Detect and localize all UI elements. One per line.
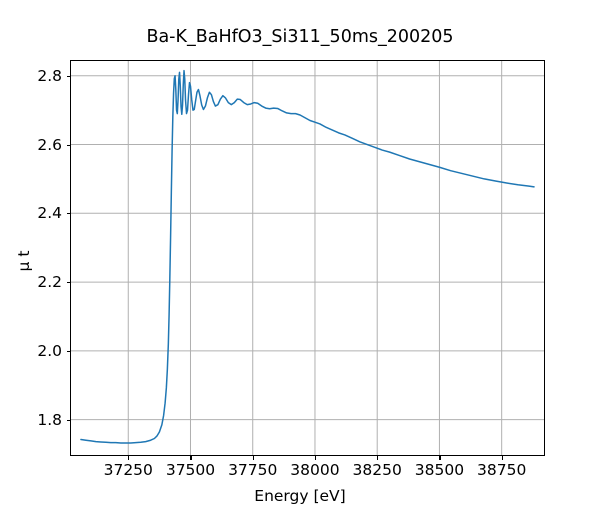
- y-tick-label: 2.0: [37, 341, 62, 360]
- x-tick-label: 38500: [414, 461, 465, 479]
- y-tick-label: 2.2: [37, 273, 62, 292]
- x-tick-mark: [190, 456, 192, 460]
- data-line: [80, 69, 535, 444]
- y-tick-label: 2.6: [37, 135, 62, 154]
- x-tick-label: 37500: [165, 461, 216, 479]
- x-tick-mark: [439, 456, 441, 460]
- x-tick-label: 37750: [228, 461, 278, 479]
- plot-area: [70, 60, 545, 456]
- x-tick-mark: [377, 456, 379, 460]
- y-tick-mark: [66, 350, 70, 352]
- x-tick-mark: [128, 456, 130, 460]
- data-series-group: [80, 69, 535, 444]
- x-tick-label: 38000: [290, 461, 340, 479]
- x-tick-label: 38750: [477, 461, 527, 479]
- y-tick-mark: [66, 144, 70, 146]
- x-axis-label: Energy [eV]: [254, 487, 346, 505]
- grid-lines: [71, 61, 544, 455]
- y-tick-label: 1.8: [37, 410, 62, 429]
- y-tick-mark: [66, 213, 70, 215]
- x-tick-label: 37250: [103, 461, 153, 479]
- chart-title: Ba-K_BaHfO3_Si311_50ms_200205: [146, 27, 454, 47]
- y-tick-mark: [66, 282, 70, 284]
- x-tick-label: 38250: [352, 461, 402, 479]
- y-tick-mark: [66, 419, 70, 421]
- x-tick-mark: [501, 456, 503, 460]
- plot-svg: [71, 61, 544, 455]
- y-tick-label: 2.8: [37, 66, 62, 85]
- x-tick-mark: [252, 456, 254, 460]
- x-tick-mark: [314, 456, 317, 460]
- y-axis-label: μ t: [15, 250, 33, 272]
- y-tick-mark: [66, 75, 70, 77]
- y-tick-label: 2.4: [37, 204, 62, 223]
